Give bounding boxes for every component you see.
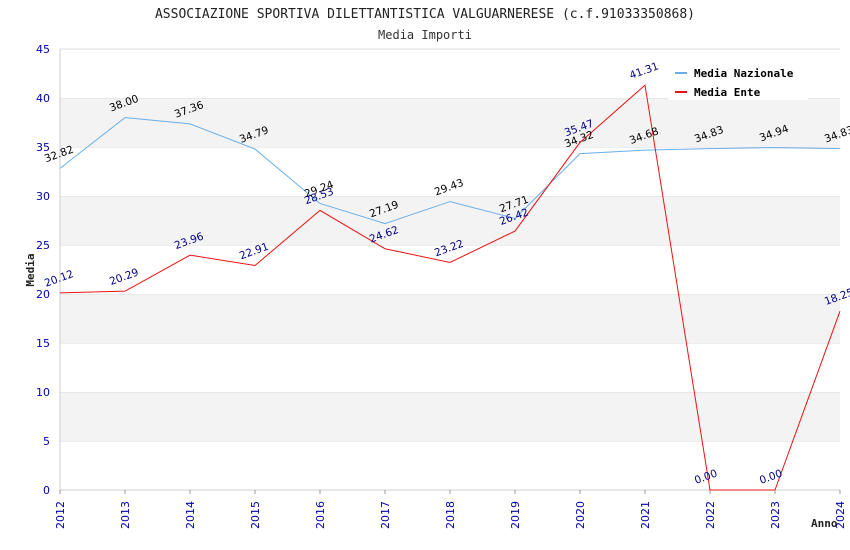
grid-bands (60, 48, 840, 490)
grid-band (60, 147, 840, 196)
series-line-media-ente (59, 84, 841, 491)
x-tick-label: 2019 (509, 501, 522, 529)
chart-title: ASSOCIAZIONE SPORTIVA DILETTANTISTICA VA… (155, 7, 695, 22)
x-tick-label: 2017 (379, 501, 392, 529)
y-tick-label: 35 (36, 141, 50, 154)
grid-band (60, 441, 840, 490)
y-tick-label: 30 (36, 190, 50, 203)
y-tick-label: 5 (43, 435, 50, 448)
x-tick-labels: 2012 2013 2014 2015 2016 2017 2018 2019 2020 2021… (54, 501, 847, 529)
x-tick-label: 2021 (639, 501, 652, 529)
x-tick-label: 2014 (184, 501, 197, 529)
y-tick-label: 15 (36, 337, 50, 350)
x-tick-label: 2012 (54, 501, 67, 529)
x-tick-label: 2015 (249, 501, 262, 529)
grid-band (60, 343, 840, 392)
y-tick-labels: 0 5 10 15 20 25 30 35 40 45 (36, 43, 50, 497)
grid-band (60, 196, 840, 245)
legend-label: Media Ente (694, 86, 761, 99)
grid-band (60, 294, 840, 343)
x-axis-label: Anno (811, 517, 838, 530)
series-lines (59, 84, 841, 491)
x-tick-label: 2023 (769, 501, 782, 529)
legend-label: Media Nazionale (694, 67, 794, 80)
grid-band (60, 245, 840, 294)
grid-band (60, 98, 840, 147)
series-line-media-nazionale (59, 117, 841, 225)
y-tick-label: 25 (36, 239, 50, 252)
x-tick-label: 2016 (314, 501, 327, 529)
x-tick-label: 2018 (444, 501, 457, 529)
y-tick-label: 40 (36, 92, 50, 105)
grid-band (60, 392, 840, 441)
legend-box (668, 58, 808, 100)
chart-subtitle: Media Importi (378, 28, 472, 42)
x-tick-label: 2022 (704, 501, 717, 529)
y-tick-label: 10 (36, 386, 50, 399)
x-tick-label: 2013 (119, 501, 132, 529)
y-axis-label: Media (24, 253, 37, 286)
legend: Media Nazionale Media Ente (668, 58, 808, 100)
x-tick-label: 2024 (834, 501, 847, 529)
y-tick-label: 20 (36, 288, 50, 301)
x-tick-label: 2020 (574, 501, 587, 529)
y-tick-label: 45 (36, 43, 50, 56)
y-tick-label: 0 (43, 484, 50, 497)
